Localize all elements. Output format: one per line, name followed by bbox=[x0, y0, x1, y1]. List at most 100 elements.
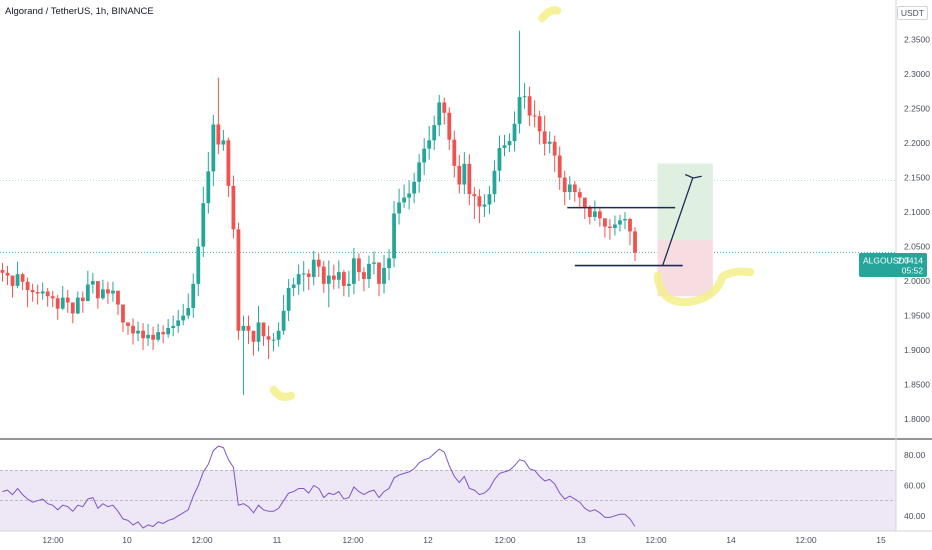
candle-body bbox=[201, 203, 206, 247]
candle-body bbox=[336, 272, 341, 280]
candle-body bbox=[442, 102, 447, 113]
candle-body bbox=[502, 145, 507, 148]
price-tick-label: 2.1000 bbox=[904, 207, 930, 217]
candle-body bbox=[517, 96, 522, 124]
price-tick-label: 2.0000 bbox=[904, 276, 930, 286]
candle-body bbox=[121, 304, 125, 323]
rsi-line bbox=[2, 445, 636, 529]
candle-body bbox=[146, 334, 150, 339]
candle-body bbox=[562, 177, 567, 193]
candle-body bbox=[432, 125, 437, 141]
candle-body bbox=[532, 115, 537, 117]
candle-body bbox=[30, 290, 35, 293]
candle-body bbox=[55, 298, 60, 309]
stop-zone bbox=[657, 240, 713, 297]
candle-body bbox=[131, 325, 135, 334]
highlight-mark-low bbox=[269, 385, 296, 401]
price-tick-label: 2.2500 bbox=[904, 104, 930, 114]
candle-body bbox=[45, 291, 50, 297]
candle-body bbox=[176, 320, 181, 326]
candle-body bbox=[206, 171, 211, 204]
candle-body bbox=[341, 272, 346, 286]
candle-body bbox=[70, 302, 75, 314]
candle-body bbox=[582, 197, 587, 208]
candle-body bbox=[597, 211, 602, 219]
candle-body bbox=[362, 272, 366, 280]
candle-body bbox=[286, 287, 291, 311]
candle-body bbox=[95, 281, 100, 299]
candle-body bbox=[251, 330, 256, 342]
candle-body bbox=[467, 163, 472, 195]
candle-body bbox=[10, 275, 15, 286]
candle-body bbox=[613, 224, 617, 228]
candle-body bbox=[276, 330, 281, 340]
candle-body bbox=[216, 124, 221, 145]
time-tick-label: 12:00 bbox=[494, 535, 516, 545]
time-tick-label: 12:00 bbox=[42, 535, 64, 545]
price-tag-symbol: ALGOUSDT bbox=[863, 256, 910, 266]
candle-body bbox=[246, 325, 251, 331]
price-tag-bg bbox=[859, 253, 927, 277]
time-tick-label: 12:00 bbox=[191, 535, 213, 545]
candle-body bbox=[462, 163, 467, 185]
candle-body bbox=[181, 315, 186, 321]
candle-body bbox=[25, 281, 30, 291]
candle-body bbox=[392, 213, 396, 259]
candle-body bbox=[437, 102, 442, 126]
candle-body bbox=[487, 194, 492, 205]
candle-body bbox=[20, 274, 25, 282]
candle-body bbox=[221, 140, 226, 145]
candle-body bbox=[136, 330, 140, 334]
candle-body bbox=[592, 211, 597, 217]
candle-body bbox=[311, 259, 316, 277]
candle-body bbox=[628, 219, 632, 232]
candle-body bbox=[151, 334, 155, 340]
price-tick-label: 1.9500 bbox=[904, 311, 930, 321]
candle-body bbox=[15, 274, 20, 286]
candle-body bbox=[603, 218, 607, 227]
time-tick-label: 13 bbox=[576, 535, 586, 545]
rsi-pane[interactable] bbox=[0, 438, 932, 532]
rsi-tick-label: 60.00 bbox=[904, 481, 926, 491]
candle-body bbox=[377, 262, 381, 284]
time-tick-label: 12:00 bbox=[645, 535, 667, 545]
candle-body bbox=[186, 307, 191, 316]
candle-body bbox=[236, 229, 241, 331]
candle-body bbox=[623, 219, 627, 221]
candle-body bbox=[447, 112, 452, 140]
drawing-layer-front bbox=[269, 6, 755, 401]
candle-body bbox=[512, 123, 517, 142]
time-tick-label: 10 bbox=[122, 535, 132, 545]
candle-body bbox=[301, 273, 306, 275]
price-unit-label[interactable]: USDT bbox=[896, 6, 928, 20]
chart-title: Algorand / TetherUS, 1h, BINANCE bbox=[5, 6, 154, 17]
candle-body bbox=[271, 339, 276, 341]
candle-body bbox=[608, 226, 612, 228]
time-axis[interactable]: 12:00 10 12:00 11 12:00 12 12:00 13 12:00 14 12:00… bbox=[0, 530, 932, 545]
candle-body bbox=[587, 207, 592, 217]
time-tick-label: 14 bbox=[726, 535, 736, 545]
candle-body bbox=[417, 162, 422, 182]
candle-body bbox=[357, 258, 361, 273]
projection-arrow bbox=[662, 177, 694, 266]
candle-body bbox=[80, 297, 85, 302]
candlestick-series bbox=[0, 30, 637, 395]
candle-body bbox=[316, 259, 321, 267]
rsi-tick-label: 40.00 bbox=[904, 511, 926, 521]
candle-body bbox=[427, 140, 432, 149]
price-tick-label: 1.8000 bbox=[904, 414, 930, 424]
candle-body bbox=[281, 310, 286, 331]
candle-body bbox=[472, 194, 477, 197]
candle-body bbox=[407, 193, 412, 198]
candle-body bbox=[331, 275, 336, 280]
candle-body bbox=[141, 330, 145, 339]
candle-body bbox=[171, 325, 176, 328]
candle-body bbox=[116, 290, 120, 305]
candle-body bbox=[372, 262, 376, 264]
candle-body bbox=[161, 332, 166, 335]
candle-body bbox=[577, 192, 582, 198]
candle-body bbox=[402, 197, 406, 203]
price-tick-label: 1.8500 bbox=[904, 380, 930, 390]
candle-body bbox=[346, 283, 351, 286]
